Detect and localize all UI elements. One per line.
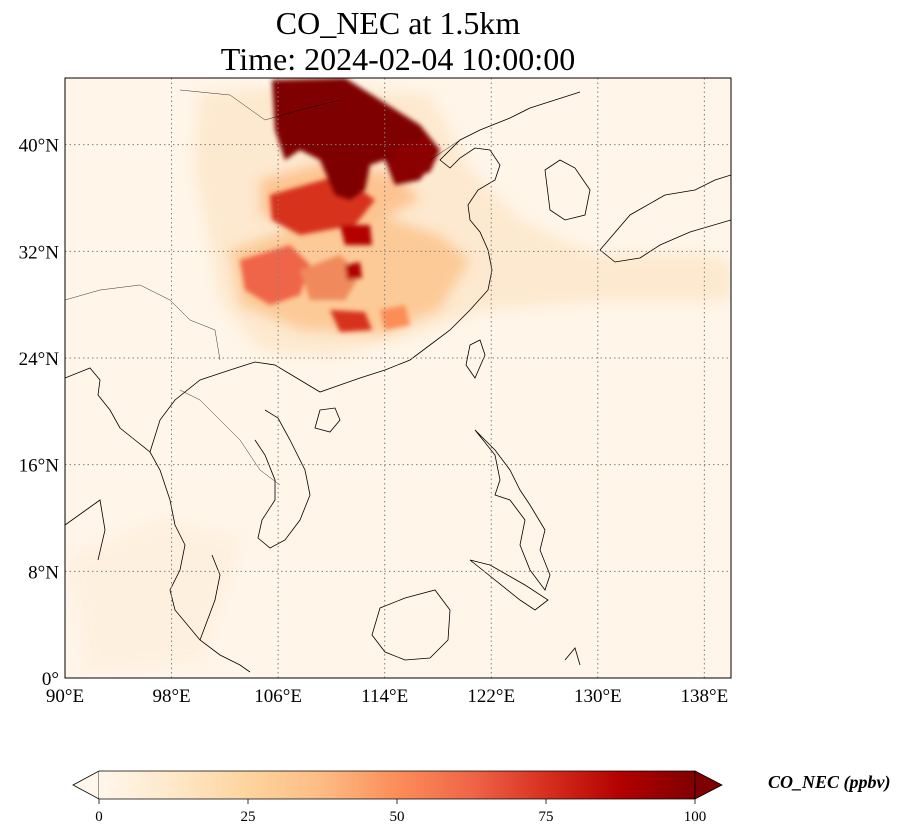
gridlines bbox=[65, 78, 731, 678]
colorbar-gradient bbox=[99, 771, 695, 799]
longitude-tick-label: 114°E bbox=[361, 686, 408, 707]
longitude-tick-label: 106°E bbox=[254, 686, 302, 707]
longitude-tick-label: 98°E bbox=[152, 686, 190, 707]
colorbar-tick-label: 75 bbox=[539, 809, 554, 825]
longitude-tick-label: 130°E bbox=[574, 686, 622, 707]
map-frame bbox=[64, 77, 732, 679]
coastlines bbox=[65, 91, 731, 673]
latitude-tick-labels: 0° 8°N 16°N 24°N 32°N 40°N bbox=[19, 136, 60, 690]
map-area bbox=[65, 78, 731, 678]
colorbar-tick-label: 25 bbox=[241, 809, 256, 825]
borders bbox=[65, 89, 461, 486]
longitude-tick-label: 90°E bbox=[46, 686, 84, 707]
longitude-tick-label: 138°E bbox=[681, 686, 729, 707]
latitude-tick-label: 40°N bbox=[19, 136, 60, 157]
colorbar-tick-label: 0 bbox=[95, 809, 103, 825]
latitude-tick-label: 24°N bbox=[19, 349, 60, 370]
colorbar-extend-high bbox=[694, 770, 723, 800]
latitude-tick-label: 8°N bbox=[28, 562, 59, 583]
colorbar-tick-label: 50 bbox=[390, 809, 405, 825]
longitude-tick-label: 122°E bbox=[467, 686, 515, 707]
colorbar-extend-low bbox=[72, 770, 100, 800]
latitude-tick-label: 32°N bbox=[19, 242, 60, 263]
map-title: CO_NEC at 1.5km bbox=[275, 5, 521, 41]
latitude-tick-label: 0° bbox=[42, 669, 59, 690]
colorbar: 0 25 50 75 100 CO_NEC (ppbv) bbox=[72, 770, 891, 825]
longitude-tick-labels: 90°E 98°E 106°E 114°E 122°E 130°E 138°E bbox=[46, 686, 728, 707]
map-subtitle-time: Time: 2024-02-04 10:00:00 bbox=[220, 41, 576, 77]
colorbar-ticks: 0 25 50 75 100 bbox=[95, 799, 706, 825]
colorbar-label: CO_NEC (ppbv) bbox=[768, 772, 891, 793]
latitude-tick-label: 16°N bbox=[19, 456, 60, 477]
concentration-field bbox=[70, 78, 731, 670]
colorbar-tick-label: 100 bbox=[684, 809, 707, 825]
